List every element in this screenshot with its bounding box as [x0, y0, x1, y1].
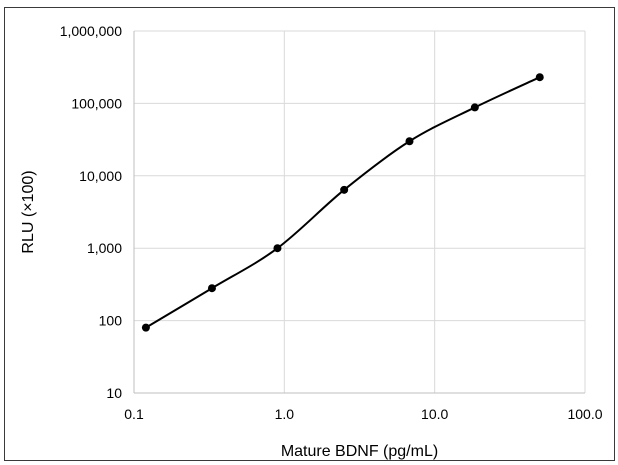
data-point [273, 244, 282, 253]
chart-svg: 10 100 1,000 10,000 100,000 1,000,000 0.1 1.0 10… [20, 23, 603, 460]
y-tick-label: 1,000 [87, 240, 122, 256]
chart-frame: 10 100 1,000 10,000 100,000 1,000,000 0.1 1.0 10… [4, 7, 615, 461]
x-axis-title: Mature BDNF (pg/mL) [281, 443, 438, 460]
data-point [470, 103, 479, 112]
y-tick-label: 10,000 [79, 168, 122, 184]
y-tick-label: 100 [99, 313, 123, 329]
y-tick-label: 1,000,000 [60, 23, 122, 39]
series-line [145, 76, 541, 329]
axis-layer [133, 31, 585, 394]
data-point [535, 73, 544, 82]
data-point [405, 137, 414, 146]
x-tick-label: 100.0 [567, 406, 602, 422]
y-tick-label: 100,000 [71, 95, 122, 111]
tick-label-layer: 10 100 1,000 10,000 100,000 1,000,000 0.1 1.0 10… [60, 23, 603, 422]
data-point [207, 284, 216, 293]
data-point [340, 185, 349, 194]
x-tick-label: 0.1 [124, 406, 144, 422]
x-tick-label: 10.0 [421, 406, 448, 422]
data-point [141, 323, 150, 332]
x-tick-label: 1.0 [275, 406, 295, 422]
y-tick-label: 10 [106, 385, 122, 401]
y-axis-title: RLU (×100) [20, 170, 37, 253]
series-layer [141, 73, 544, 332]
grid-layer [133, 30, 586, 394]
